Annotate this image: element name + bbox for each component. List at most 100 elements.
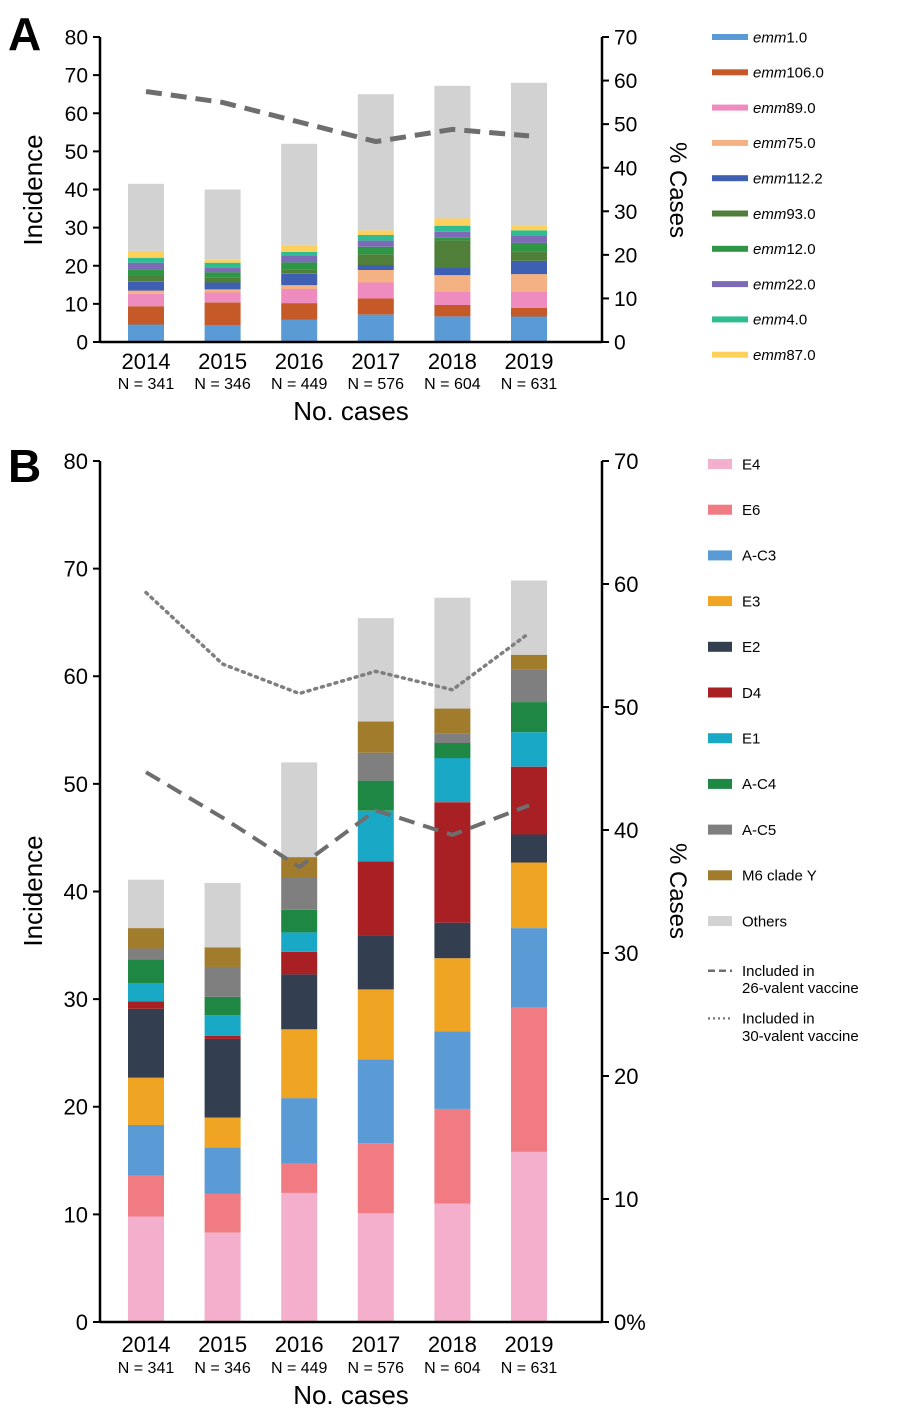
bar-segment	[128, 1001, 164, 1009]
legend-label-prefix: emm	[753, 206, 786, 223]
bar-segment	[281, 1029, 318, 1099]
bar-segment	[204, 272, 241, 278]
legend-label-suffix: 4.0	[786, 312, 807, 329]
bar-segment	[128, 983, 164, 1002]
legend-label: emm89.0	[753, 100, 816, 117]
bar-segment	[204, 289, 241, 293]
bar-segment	[357, 246, 394, 255]
case-count-label: N = 631	[501, 376, 558, 393]
bar-segment	[511, 928, 547, 1008]
bar-segment	[128, 294, 164, 307]
legend-label-prefix: emm	[753, 312, 786, 329]
legend-swatch	[708, 870, 732, 881]
legend-label-prefix: emm	[753, 65, 786, 82]
y2-tick-label: 0	[614, 332, 626, 355]
y2-tick-label: 40	[614, 157, 637, 180]
legend-swatch	[708, 824, 732, 835]
bar-segment	[511, 260, 547, 275]
bar-segment	[434, 218, 471, 226]
case-count-label: N = 576	[348, 1360, 405, 1377]
legend-label-prefix: emm	[753, 347, 786, 364]
bar-segment	[204, 1038, 241, 1118]
legend-label-prefix: emm	[753, 135, 786, 152]
bar-segment	[434, 275, 471, 292]
bar-segment	[357, 780, 394, 811]
y-tick-label: 30	[64, 987, 88, 1012]
bar-segment	[434, 922, 471, 959]
x-tick-label: 2018	[428, 349, 477, 374]
legend-label-suffix: 22.0	[786, 276, 815, 293]
legend-label: emm22.0	[753, 276, 816, 293]
bar-segment	[511, 82, 547, 226]
case-count-label: N = 341	[118, 1360, 175, 1377]
legend-swatch	[708, 550, 732, 561]
bar-segment	[204, 997, 241, 1016]
bar-segment	[357, 94, 394, 231]
line-26-valent	[144, 770, 530, 870]
y2-tick-label: 30	[614, 201, 637, 224]
legend-label-prefix: emm	[753, 170, 786, 187]
bar-segment	[357, 721, 394, 753]
bar-segment	[511, 225, 547, 231]
bar-segment	[204, 277, 241, 283]
legend-label-suffix: 1.0	[786, 29, 807, 46]
bar-segment	[204, 325, 241, 342]
y2-tick-label: 70	[614, 27, 637, 50]
bar-segment	[434, 758, 471, 803]
bar-segment	[357, 269, 394, 283]
bar-segment	[281, 762, 318, 858]
bar-segment	[128, 276, 164, 282]
bar-segment	[281, 289, 318, 304]
x-tick-label: 2018	[428, 1332, 477, 1357]
legend-label: A-C5	[742, 822, 776, 839]
legend-label: A-C4	[742, 776, 776, 793]
legend-swatch	[708, 778, 732, 789]
bar-segment	[511, 654, 547, 670]
bar-segment	[511, 580, 547, 655]
legend-swatch	[708, 687, 732, 698]
bar-segment	[281, 262, 318, 270]
bar-segment	[357, 254, 394, 265]
bar-segment	[128, 290, 164, 294]
bar-segment	[434, 743, 471, 759]
bar-segment	[434, 733, 471, 743]
bar-segment	[281, 877, 318, 910]
bar-segment	[434, 597, 471, 709]
bar-segment	[357, 861, 394, 936]
y-tick-label: 10	[65, 293, 88, 316]
legend-swatch	[712, 34, 748, 40]
bar-segment	[204, 1117, 241, 1148]
y2-axis-title: % Cases	[664, 843, 691, 939]
bar-segment	[128, 1008, 164, 1078]
bar-segment	[128, 281, 164, 291]
y-tick-label: 0	[76, 332, 88, 355]
legend-label-suffix: 87.0	[786, 347, 815, 364]
bar-segment	[434, 1108, 471, 1204]
case-count-label: N = 576	[348, 376, 405, 393]
bar-segment	[281, 932, 318, 952]
x-tick-label: 2019	[505, 1332, 554, 1357]
case-count-label: N = 341	[118, 376, 175, 393]
bar-segment	[357, 282, 394, 299]
bar-segment	[434, 316, 471, 342]
y2-tick-label: 20	[614, 244, 637, 267]
legend-label: emm93.0	[753, 206, 816, 223]
x-tick-label: 2014	[122, 1332, 171, 1357]
bar-segment	[204, 189, 241, 260]
x-tick-label: 2017	[351, 349, 400, 374]
bar-segment	[511, 251, 547, 261]
y-tick-label: 20	[65, 255, 88, 278]
x-axis-title: No. cases	[293, 396, 409, 426]
y-tick-label: 80	[65, 27, 88, 50]
bar-segment	[357, 989, 394, 1060]
bar-segment	[204, 262, 241, 268]
bar-segment	[511, 834, 547, 863]
legend-swatch	[708, 459, 732, 469]
legend-swatch	[712, 104, 748, 111]
bar-segment	[204, 882, 241, 948]
legend-swatch	[708, 504, 732, 515]
bar-segment	[204, 302, 241, 326]
legend-label-prefix: emm	[753, 276, 786, 293]
bar-segment	[511, 230, 547, 236]
y2-tick-label: 60	[614, 70, 637, 93]
